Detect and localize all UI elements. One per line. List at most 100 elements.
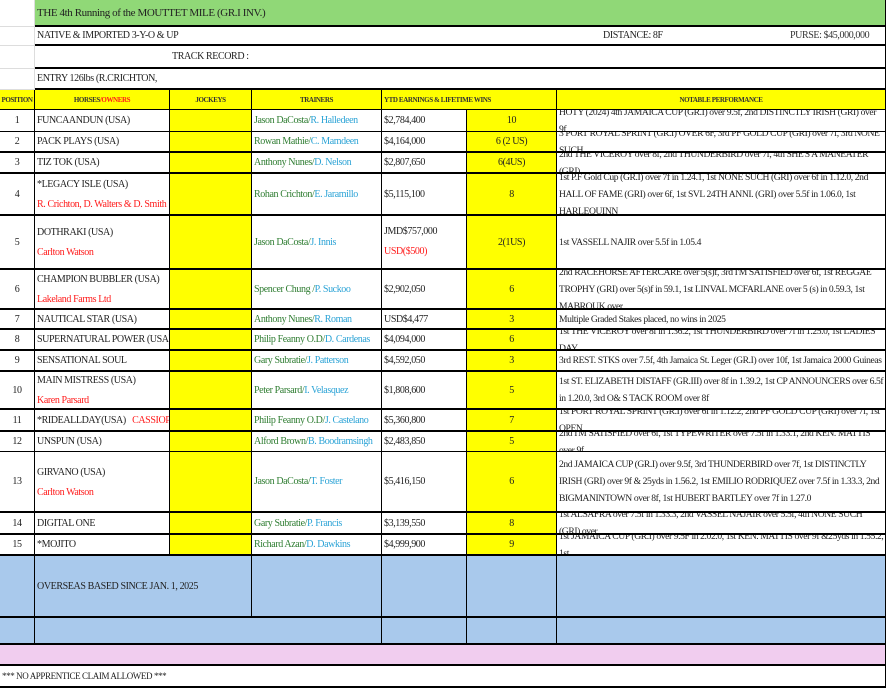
jockey-cell[interactable]: [170, 216, 252, 270]
horse-name: UNSPUN (USA): [37, 436, 102, 447]
horse-cell: DOTHRAKI (USA) Carlton Watson: [35, 216, 170, 270]
footer-row: *** NO APPRENTICE CLAIM ALLOWED ***: [0, 666, 886, 688]
jockey-cell[interactable]: [170, 310, 252, 330]
position-cell: 15: [0, 535, 35, 556]
earnings-value: $3,139,550: [384, 517, 426, 529]
lifetime-wins: 5: [509, 384, 514, 396]
trainer-name: Richard Azan/: [254, 539, 307, 550]
trainer-cell: Anthony Nunes/R. Roman: [252, 310, 382, 330]
horse-cell: *LEGACY ISLE (USA) R. Crichton, D. Walter…: [35, 174, 170, 216]
earnings-value: $2,902,050: [384, 283, 426, 295]
earnings-cell: $4,094,000: [382, 330, 467, 351]
jockey-cell[interactable]: [170, 513, 252, 535]
horse-cell: SENSATIONAL SOUL: [35, 351, 170, 372]
column-header-notable: NOTABLE PERFORMANCE: [557, 90, 886, 110]
horse-name: *RIDEALLDAY(USA): [37, 414, 126, 426]
wins-cell: 6: [467, 270, 557, 310]
trainer-name: Alford Brown/: [254, 436, 308, 447]
apprentice-note: *** NO APPRENTICE CLAIM ALLOWED ***: [2, 671, 167, 681]
owner-name: Lakeland Farms Ltd: [37, 294, 111, 305]
trainer-name: Jason DaCosta/: [254, 236, 311, 248]
position-number: 9: [14, 355, 20, 366]
horse-cell: *RIDEALLDAY(USA) CASSIOPEIA: [35, 410, 170, 432]
overseas-blank-cell: [0, 618, 35, 645]
trainer-cell: Gary Subratie/P. Francis: [252, 513, 382, 535]
notable-performance-cell: 3rd REST. STKS over 7.5f, 4th Jamaica St…: [557, 351, 886, 372]
position-cell: 8: [0, 330, 35, 351]
wins-cell: 5: [467, 372, 557, 410]
horse-name: *MOJITO: [37, 539, 76, 550]
column-header-earnings: YTD EARNINGS & LIFETIME WINS: [382, 90, 557, 110]
jockey-cell[interactable]: [170, 174, 252, 216]
earnings-value: JMD$757,000: [384, 226, 438, 237]
horse-name: DIGITAL ONE: [37, 517, 96, 529]
notable-performance-cell: 2nd JAMAICA CUP (GR.I) over 9.5f, 3rd TH…: [557, 452, 886, 513]
jockey-cell[interactable]: [170, 372, 252, 410]
trainer-name: Rowan Mathie/: [254, 136, 311, 147]
horse-cell: UNSPUN (USA): [35, 432, 170, 452]
jockey-cell[interactable]: [170, 535, 252, 556]
earnings-value: $4,592,050: [384, 355, 426, 366]
row-gutter: [0, 46, 35, 69]
earnings-value: $2,807,650: [384, 157, 426, 168]
wins-cell: 6: [467, 452, 557, 513]
wins-cell: 2(1US): [467, 216, 557, 270]
jockey-name: J. Castelano: [324, 414, 369, 426]
trainer-cell: Peter Parsard/ I. Velasquez: [252, 372, 382, 410]
jockey-cell[interactable]: [170, 330, 252, 351]
position-cell: 6: [0, 270, 35, 310]
header-label: JOCKEYS: [195, 95, 226, 104]
trainer-cell: Alford Brown/ B. Boodramsingh: [252, 432, 382, 452]
horse-cell: FUNCAANDUN (USA): [35, 110, 170, 132]
jockey-cell[interactable]: [170, 410, 252, 432]
earnings-cell: $4,164,000: [382, 132, 467, 153]
jockey-name: P. Francis: [307, 517, 342, 529]
jockey-cell[interactable]: [170, 351, 252, 372]
jockey-cell[interactable]: [170, 452, 252, 513]
column-header-jockeys: JOCKEYS: [170, 90, 252, 110]
earnings-cell: $5,115,100: [382, 174, 467, 216]
position-cell: 5: [0, 216, 35, 270]
earnings-cell: $3,139,550: [382, 513, 467, 535]
trainer-name: Gary Subratie/: [254, 355, 307, 366]
jockey-name: C. Mamdeen: [310, 136, 359, 147]
earnings-cell: $5,360,800: [382, 410, 467, 432]
trainer-name: Peter Parsard/: [254, 384, 305, 396]
wins-cell: 3: [467, 351, 557, 372]
jockey-name: D. Nelson: [314, 157, 352, 168]
earnings-cell: $2,483,850: [382, 432, 467, 452]
position-number: 1: [14, 115, 20, 126]
earnings-value: $1,808,600: [384, 384, 426, 396]
earnings-value: $4,094,000: [384, 334, 426, 345]
earnings-usd: USD($500): [384, 246, 428, 257]
notable-performance-cell: 1st VASSELL NAJIR over 5.5f in 1.05.4: [557, 216, 886, 270]
jockey-cell[interactable]: [170, 110, 252, 132]
trainer-cell: Philip Feanny O.D/ D. Cardenas: [252, 330, 382, 351]
wins-cell: 8: [467, 174, 557, 216]
trainer-cell: Richard Azan/ D. Dawkins: [252, 535, 382, 556]
jockey-cell[interactable]: [170, 132, 252, 153]
column-header-position: POSITION: [0, 90, 35, 110]
lifetime-wins: 5: [509, 436, 514, 447]
overseas-cell: [557, 556, 886, 618]
notable-performance-cell: 1st ALSAFRA over 7.5f in 1.33.3, 2nd VAS…: [557, 513, 886, 535]
wins-cell: 3: [467, 310, 557, 330]
trainer-cell: Rohan Crichton/ E. Jaramillo: [252, 174, 382, 216]
overseas-blank-cell: [382, 618, 467, 645]
earnings-cell: $2,784,400: [382, 110, 467, 132]
jockey-cell[interactable]: [170, 432, 252, 452]
track-record-label: TRACK RECORD :: [172, 51, 249, 62]
jockey-cell[interactable]: [170, 153, 252, 174]
position-cell: 1: [0, 110, 35, 132]
owner-name: Carlton Watson: [37, 486, 94, 498]
jockey-name: R. Halledeen: [310, 115, 358, 126]
earnings-cell: JMD$757,000 USD($500): [382, 216, 467, 270]
notable-text: 3rd REST. STKS over 7.5f, 4th Jamaica St…: [559, 355, 882, 366]
position-cell: 4: [0, 174, 35, 216]
lifetime-wins: 6: [509, 334, 514, 345]
jockey-cell[interactable]: [170, 270, 252, 310]
jockey-name: B. Boodramsingh: [307, 436, 373, 447]
earnings-cell: $5,416,150: [382, 452, 467, 513]
wins-cell: 9: [467, 535, 557, 556]
trainer-name: Jason DaCosta/: [254, 476, 311, 487]
